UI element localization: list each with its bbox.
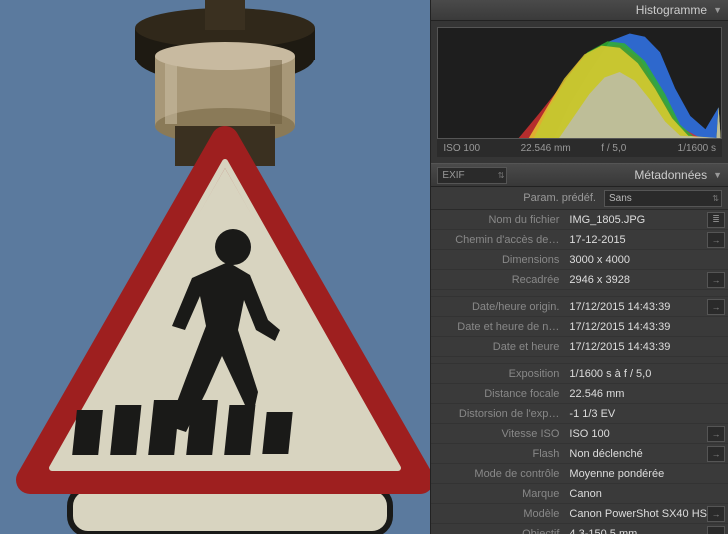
metadata-rows: Nom du fichierIMG_1805.JPG≣Chemin d'accè… [431,210,728,534]
metadata-key: Nom du fichier [431,214,565,226]
metadata-value: 17-12-2015 [565,234,707,246]
metadata-key: Date/heure origin. [431,301,565,313]
metadata-filter-value: EXIF [442,170,464,181]
row-action-list-icon[interactable]: ≣ [707,212,725,228]
row-action-goto-icon[interactable]: → [707,232,725,248]
preset-select[interactable]: Sans ⇅ [604,190,722,207]
metadata-value: 2946 x 3928 [565,274,707,286]
app-root: Histogramme ▼ ISO 100 22.546 mm f / 5,0 … [0,0,728,534]
histo-iso: ISO 100 [443,143,511,154]
metadata-row: Date et heure de n…17/12/2015 14:43:39 [431,317,728,337]
metadata-key: Vitesse ISO [431,428,565,440]
row-action-goto-icon[interactable]: → [707,426,725,442]
metadata-value: 4.3-150.5 mm [565,528,707,534]
preset-row: Param. prédéf. Sans ⇅ [431,187,728,210]
metadata-value: 17/12/2015 14:43:39 [565,301,707,313]
metadata-value: Canon [565,488,728,500]
metadata-key: Dimensions [431,254,565,266]
metadata-key: Distance focale [431,388,565,400]
metadata-row: Mode de contrôleMoyenne pondérée [431,464,728,484]
metadata-row: Nom du fichierIMG_1805.JPG≣ [431,210,728,230]
metadata-value: 3000 x 4000 [565,254,728,266]
metadata-header: EXIF ⇅ Métadonnées ▼ [431,163,728,187]
image-preview[interactable] [0,0,430,534]
metadata-row: Distance focale22.546 mm [431,384,728,404]
preset-label: Param. prédéf. [437,192,604,204]
metadata-row: Distorsion de l'exp…-1 1/3 EV [431,404,728,424]
metadata-row: Date et heure17/12/2015 14:43:39 [431,337,728,357]
disclosure-triangle-icon[interactable]: ▼ [713,170,722,180]
row-action-goto-icon[interactable]: → [707,272,725,288]
metadata-row: Objectif4.3-150.5 mm→ [431,524,728,534]
row-action-goto-icon[interactable]: → [707,526,725,534]
metadata-row: Chemin d'accès de…17-12-2015→ [431,230,728,250]
metadata-key: Chemin d'accès de… [431,234,565,246]
histo-shutter: 1/1600 s [648,143,716,154]
metadata-value: ISO 100 [565,428,707,440]
metadata-value: -1 1/3 EV [565,408,728,420]
metadata-row: Exposition1/1600 s à f / 5,0 [431,364,728,384]
metadata-value: Moyenne pondérée [565,468,728,480]
chevron-updown-icon: ⇅ [498,171,505,180]
histogram-section: ISO 100 22.546 mm f / 5,0 1/1600 s [431,21,728,163]
histogram-title: Histogramme [636,3,707,17]
metadata-row: Date/heure origin.17/12/2015 14:43:39→ [431,297,728,317]
metadata-key: Marque [431,488,565,500]
histo-aperture: f / 5,0 [580,143,648,154]
metadata-key: Date et heure [431,341,565,353]
metadata-key: Objectif [431,528,565,534]
metadata-value: Canon PowerShot SX40 HS [565,508,707,520]
metadata-value: Non déclenché [565,448,707,460]
preset-value: Sans [609,193,632,204]
metadata-key: Date et heure de n… [431,321,565,333]
metadata-key: Recadrée [431,274,565,286]
metadata-row: MarqueCanon [431,484,728,504]
histogram-header[interactable]: Histogramme ▼ [431,0,728,21]
metadata-key: Distorsion de l'exp… [431,408,565,420]
right-panel: Histogramme ▼ ISO 100 22.546 mm f / 5,0 … [430,0,728,534]
metadata-key: Exposition [431,368,565,380]
metadata-key: Modèle [431,508,565,520]
disclosure-triangle-icon[interactable]: ▼ [713,5,722,15]
chevron-updown-icon: ⇅ [712,194,719,203]
metadata-row: ModèleCanon PowerShot SX40 HS→ [431,504,728,524]
histogram-chart[interactable] [437,27,722,139]
metadata-value: 1/1600 s à f / 5,0 [565,368,728,380]
histogram-info-bar: ISO 100 22.546 mm f / 5,0 1/1600 s [437,139,722,157]
metadata-value: 17/12/2015 14:43:39 [565,341,728,353]
row-action-goto-icon[interactable]: → [707,506,725,522]
metadata-value: 22.546 mm [565,388,728,400]
metadata-key: Flash [431,448,565,460]
row-action-goto-icon[interactable]: → [707,299,725,315]
metadata-row: FlashNon déclenché→ [431,444,728,464]
metadata-row: Vitesse ISOISO 100→ [431,424,728,444]
metadata-row: Dimensions3000 x 4000 [431,250,728,270]
metadata-value: IMG_1805.JPG [565,214,707,226]
metadata-title: Métadonnées [507,168,707,182]
histo-focal: 22.546 mm [512,143,580,154]
row-action-goto-icon[interactable]: → [707,446,725,462]
metadata-key: Mode de contrôle [431,468,565,480]
metadata-row: Recadrée2946 x 3928→ [431,270,728,290]
metadata-value: 17/12/2015 14:43:39 [565,321,728,333]
metadata-filter-select[interactable]: EXIF ⇅ [437,167,507,184]
